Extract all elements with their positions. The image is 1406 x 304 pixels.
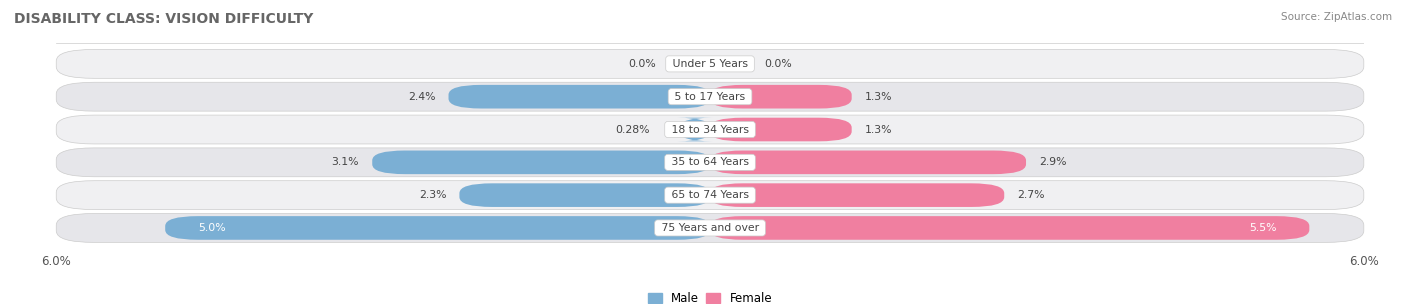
Text: 2.9%: 2.9%	[1039, 157, 1067, 167]
Text: Under 5 Years: Under 5 Years	[669, 59, 751, 69]
Text: DISABILITY CLASS: VISION DIFFICULTY: DISABILITY CLASS: VISION DIFFICULTY	[14, 12, 314, 26]
Text: 2.3%: 2.3%	[419, 190, 446, 200]
FancyBboxPatch shape	[56, 82, 1364, 111]
FancyBboxPatch shape	[373, 150, 710, 174]
FancyBboxPatch shape	[166, 216, 710, 240]
FancyBboxPatch shape	[56, 181, 1364, 209]
Text: 0.0%: 0.0%	[765, 59, 792, 69]
FancyBboxPatch shape	[710, 118, 852, 141]
FancyBboxPatch shape	[678, 118, 713, 141]
FancyBboxPatch shape	[710, 183, 1004, 207]
Text: 5 to 17 Years: 5 to 17 Years	[671, 92, 749, 102]
FancyBboxPatch shape	[449, 85, 710, 109]
Text: 5.0%: 5.0%	[198, 223, 225, 233]
FancyBboxPatch shape	[56, 213, 1364, 242]
Text: 5.5%: 5.5%	[1249, 223, 1277, 233]
FancyBboxPatch shape	[710, 150, 1026, 174]
Text: 3.1%: 3.1%	[332, 157, 359, 167]
Legend: Male, Female: Male, Female	[643, 287, 778, 304]
FancyBboxPatch shape	[710, 216, 1309, 240]
FancyBboxPatch shape	[710, 85, 852, 109]
FancyBboxPatch shape	[56, 115, 1364, 144]
Text: 35 to 64 Years: 35 to 64 Years	[668, 157, 752, 167]
FancyBboxPatch shape	[56, 148, 1364, 177]
Text: 0.28%: 0.28%	[616, 125, 650, 134]
FancyBboxPatch shape	[56, 50, 1364, 78]
Text: 75 Years and over: 75 Years and over	[658, 223, 762, 233]
Text: 18 to 34 Years: 18 to 34 Years	[668, 125, 752, 134]
Text: Source: ZipAtlas.com: Source: ZipAtlas.com	[1281, 12, 1392, 22]
Text: 1.3%: 1.3%	[865, 125, 893, 134]
Text: 0.0%: 0.0%	[628, 59, 655, 69]
Text: 2.7%: 2.7%	[1018, 190, 1045, 200]
Text: 1.3%: 1.3%	[865, 92, 893, 102]
Text: 2.4%: 2.4%	[408, 92, 436, 102]
FancyBboxPatch shape	[460, 183, 710, 207]
Text: 65 to 74 Years: 65 to 74 Years	[668, 190, 752, 200]
